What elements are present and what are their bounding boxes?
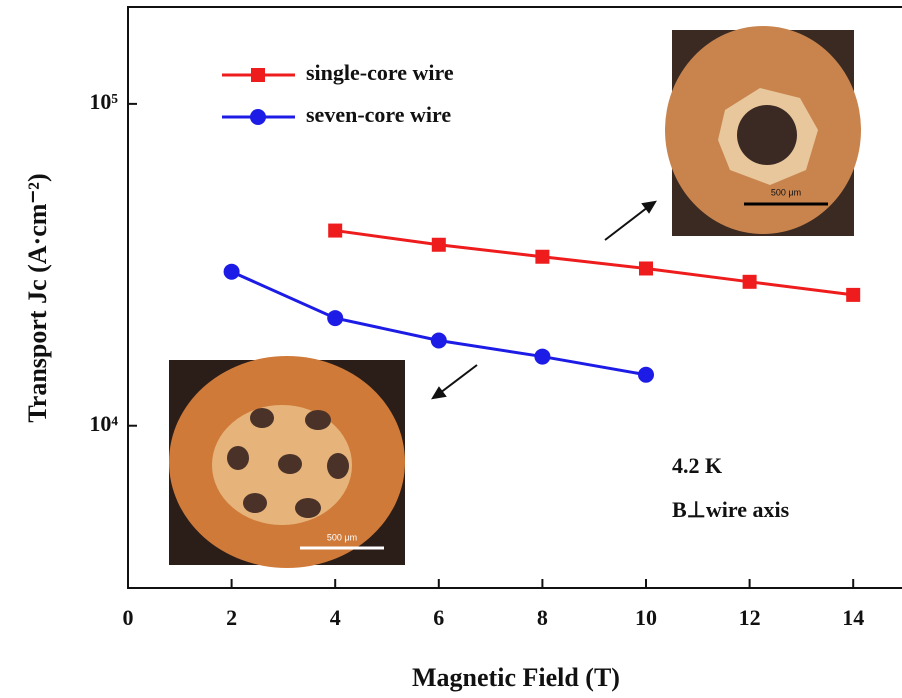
x-axis-label: Magnetic Field (T) [412,663,620,692]
inset-single-core [665,26,861,236]
data-point [846,287,861,302]
y-tick-label: 10⁴ [89,411,118,436]
x-tick-label: 2 [226,605,237,630]
x-tick-label: 0 [123,605,134,630]
data-point [431,237,446,252]
data-point [639,261,653,276]
data-point [430,332,447,349]
x-tick-label: 8 [537,605,548,630]
legend-marker [250,109,266,125]
y-tick-label: 10⁵ [89,89,118,114]
inset-seven-core [169,356,405,568]
legend-label: single-core wire [306,60,454,85]
data-point [223,263,240,280]
legend-marker [251,68,265,82]
annotation: B⊥wire axis [672,497,790,522]
x-tick-label: 12 [739,605,761,630]
arrows [431,200,657,400]
plot-frame [127,6,902,589]
annotation: 4.2 K [672,453,722,478]
data-point [327,310,344,327]
series-line [334,229,854,297]
data-point [328,223,343,238]
x-tick-label: 10 [635,605,657,630]
scale-label: 500 μm [771,187,801,197]
y-axis-label: Transport Jc (A·cm⁻²) [23,173,52,422]
data-point [534,348,551,365]
data-point [535,249,550,264]
x-tick-label: 14 [842,605,864,630]
data-point [742,274,757,289]
x-tick-label: 6 [433,605,444,630]
scale-label: 500 μm [327,532,357,542]
legend-label: seven-core wire [306,102,451,127]
data-point [638,366,654,383]
x-tick-label: 4 [330,605,341,630]
